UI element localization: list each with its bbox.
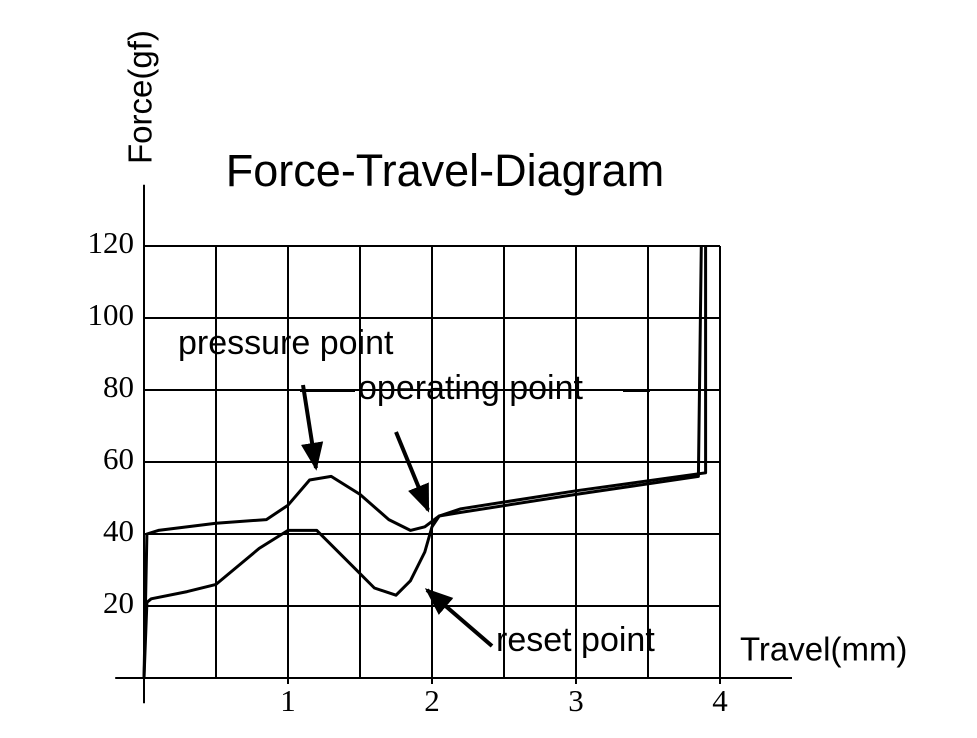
x-tick-label: 2 bbox=[424, 683, 440, 718]
annotation: reset point bbox=[496, 621, 655, 659]
x-tick-label: 4 bbox=[712, 683, 728, 718]
annotation: operating point bbox=[358, 369, 584, 407]
y-tick-label: 80 bbox=[103, 369, 134, 404]
annotation-arrow bbox=[301, 384, 324, 471]
x-tick-label: 3 bbox=[568, 683, 584, 718]
y-tick-label: 120 bbox=[88, 225, 135, 260]
force-curve bbox=[142, 246, 708, 679]
x-axis-label: Travel(mm) bbox=[740, 631, 907, 668]
y-tick-label: 20 bbox=[103, 585, 134, 620]
annotation-arrow bbox=[424, 588, 494, 648]
annotation-arrow bbox=[394, 431, 430, 513]
force-curve bbox=[142, 245, 703, 679]
y-axis-label: Force(gf) bbox=[122, 30, 159, 164]
y-tick-label: 100 bbox=[88, 297, 135, 332]
annotation: pressure point bbox=[178, 324, 394, 362]
x-tick-label: 1 bbox=[280, 683, 296, 718]
y-tick-label: 40 bbox=[103, 513, 134, 548]
y-tick-label: 60 bbox=[103, 441, 134, 476]
chart-title: Force-Travel-Diagram bbox=[226, 145, 664, 196]
